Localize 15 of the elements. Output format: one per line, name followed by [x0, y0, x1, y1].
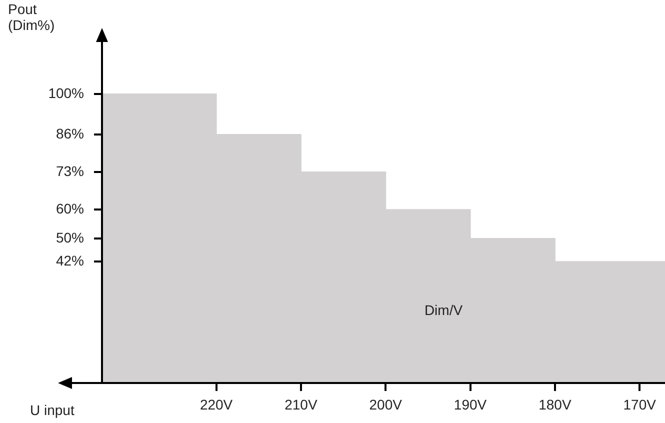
y-tick-label: 42% — [56, 252, 84, 268]
x-tick-label: 200V — [369, 396, 403, 412]
x-tick-label: 180V — [538, 396, 572, 412]
y-tick-label: 60% — [56, 200, 84, 216]
x-tick-label: 190V — [454, 396, 488, 412]
x-tick-label: 220V — [200, 396, 234, 412]
y-axis-title: Pout (Dim%) — [8, 1, 55, 33]
y-tick-label: 50% — [56, 229, 84, 246]
y-tick-label: 100% — [48, 84, 84, 101]
y-tick-label: 86% — [56, 125, 84, 142]
x-tick-label: 170V — [623, 396, 657, 412]
y-tick-label: 73% — [56, 162, 84, 179]
annotation: Dim/V — [424, 302, 464, 318]
x-axis-title: U input — [30, 402, 74, 418]
x-tick-label: 210V — [284, 396, 318, 412]
